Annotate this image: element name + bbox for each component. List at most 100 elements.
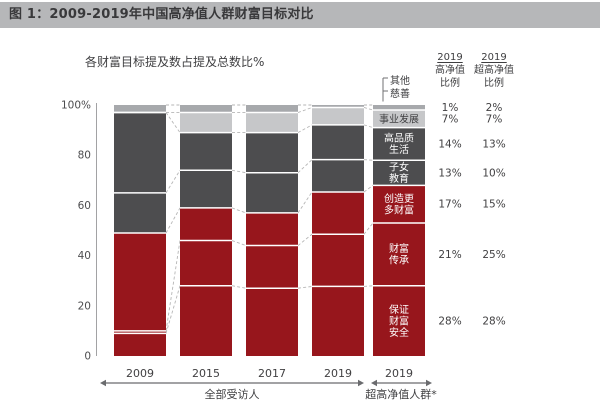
segment-label: 财富 bbox=[389, 314, 409, 327]
x-axis-year-label: 2015 bbox=[192, 367, 220, 380]
bar-segment-create-more-wealth bbox=[180, 207, 232, 241]
connector-line bbox=[231, 240, 247, 246]
y-tick-label: 80 bbox=[78, 150, 91, 162]
hnw-header-year: 2019 bbox=[437, 52, 463, 63]
bar-segment-other-charity bbox=[312, 105, 364, 108]
chart-subtitle: 各财富目标提及数占提及总数比% bbox=[85, 55, 265, 69]
uhnw-value: 10% bbox=[482, 167, 505, 179]
bar-segment-wealth-inheritance bbox=[246, 245, 298, 289]
all-respondents-arrow-head-right bbox=[358, 379, 364, 387]
uhnw-value: 28% bbox=[482, 315, 505, 327]
hnw-value: 1% bbox=[442, 102, 459, 114]
figure-title: 图 1：2009-2019年中国高净值人群财富目标对比 bbox=[9, 7, 314, 22]
bar-segment-children-education bbox=[246, 172, 298, 213]
hnw-column-header: 2019 高净值 比例 bbox=[435, 51, 465, 90]
bar-segment-secure-wealth bbox=[312, 286, 364, 356]
segment-label: 高品质 bbox=[384, 132, 414, 145]
uhnw-arrow-head-right bbox=[426, 379, 432, 387]
uhnw-value: 15% bbox=[482, 199, 505, 211]
uhnw-header-name: 超高净值 bbox=[474, 65, 514, 76]
connector-line bbox=[231, 285, 247, 289]
hnw-value: 7% bbox=[442, 113, 459, 125]
connector-line bbox=[363, 124, 374, 129]
uhnw-value: 25% bbox=[482, 249, 505, 261]
connector-line bbox=[297, 107, 313, 113]
bar-segment-children-education bbox=[373, 160, 425, 186]
x-axis-year-label: 2009 bbox=[126, 367, 154, 380]
uhnw-column-header: 2019 超高净值 比例 bbox=[474, 51, 514, 90]
bar-segment-career-development bbox=[180, 112, 232, 133]
connector-line bbox=[231, 169, 247, 174]
bar-segment-create-more-wealth bbox=[246, 212, 298, 246]
bar-segment-other-charity bbox=[180, 105, 232, 113]
x-group-all-respondents: 全部受访人 bbox=[204, 388, 260, 401]
connector-line bbox=[297, 124, 313, 134]
hnw-value: 13% bbox=[438, 167, 461, 179]
segment-label: 保证 bbox=[389, 303, 409, 316]
connector-line bbox=[165, 285, 181, 334]
bar-segment-other-charity bbox=[246, 105, 298, 113]
bar-segment-children-education bbox=[114, 192, 166, 234]
y-tick-label: 40 bbox=[78, 250, 91, 262]
connector-line bbox=[297, 159, 313, 174]
annotation-other: 其他 bbox=[390, 76, 410, 87]
bar-segment-quality-life bbox=[373, 127, 425, 161]
bar-segment-wealth-inheritance bbox=[114, 330, 166, 334]
annotation-charity: 慈善 bbox=[390, 89, 410, 100]
bar-segment-quality-life bbox=[246, 132, 298, 173]
bar-segment-career-development bbox=[246, 112, 298, 133]
bar-segment-children-education bbox=[180, 170, 232, 208]
y-tick-label: 0 bbox=[84, 351, 91, 363]
y-tick-label: 20 bbox=[78, 300, 91, 312]
x-axis-year-label: 2017 bbox=[258, 367, 286, 380]
connector-line bbox=[363, 285, 374, 287]
all-respondents-arrow-head-left bbox=[100, 379, 106, 387]
bar-segment-other-charity bbox=[114, 105, 166, 113]
bar-segment-career-development bbox=[312, 107, 364, 125]
uhnw-value: 2% bbox=[486, 102, 503, 114]
connector-line bbox=[165, 170, 181, 194]
hnw-value: 21% bbox=[438, 249, 461, 261]
segment-label: 财富 bbox=[389, 242, 409, 255]
uhnw-value: 7% bbox=[486, 113, 503, 125]
y-tick-label: 60 bbox=[78, 200, 91, 212]
uhnw-arrow-head-left bbox=[371, 379, 377, 387]
bar-segment-children-education bbox=[312, 159, 364, 192]
segment-label: 多财富 bbox=[384, 203, 414, 216]
hnw-value: 14% bbox=[438, 138, 461, 150]
connector-line bbox=[231, 207, 247, 214]
connector-line bbox=[363, 107, 374, 111]
bar-segment-wealth-inheritance bbox=[312, 234, 364, 287]
bar-segment-wealth-inheritance bbox=[180, 240, 232, 286]
connector-line bbox=[165, 207, 181, 234]
segment-label: 子女 bbox=[389, 161, 409, 174]
hnw-header-name: 高净值 bbox=[435, 65, 465, 76]
segment-label: 事业发展 bbox=[379, 112, 419, 125]
bar-segment-secure-wealth bbox=[180, 285, 232, 356]
bar-segment-other-charity bbox=[373, 105, 425, 111]
uhnw-header-label: 比例 bbox=[484, 78, 504, 89]
x-axis-year-label: 2019 bbox=[385, 367, 413, 380]
connector-line bbox=[363, 222, 374, 235]
x-group-uhnw: 超高净值人群* bbox=[365, 388, 437, 401]
other-charity-bracket bbox=[382, 77, 388, 102]
uhnw-value: 13% bbox=[482, 138, 505, 150]
hnw-header-label: 比例 bbox=[440, 78, 460, 89]
bar-segment-career-development bbox=[373, 110, 425, 128]
connector-line bbox=[297, 191, 313, 214]
connector-line bbox=[363, 184, 374, 193]
segment-label: 安全 bbox=[389, 326, 409, 339]
segment-label: 教育 bbox=[389, 172, 409, 185]
connector-line bbox=[297, 285, 313, 289]
segment-label: 创造更 bbox=[384, 192, 414, 205]
segment-label: 传承 bbox=[389, 255, 409, 267]
connector-line bbox=[165, 112, 181, 133]
x-axis-year-label: 2019 bbox=[324, 367, 352, 380]
connector-line bbox=[363, 159, 374, 161]
bar-segment-secure-wealth bbox=[114, 333, 166, 356]
hnw-value: 17% bbox=[438, 199, 461, 211]
bar-segment-create-more-wealth bbox=[312, 191, 364, 235]
bar-segment-quality-life bbox=[114, 112, 166, 193]
